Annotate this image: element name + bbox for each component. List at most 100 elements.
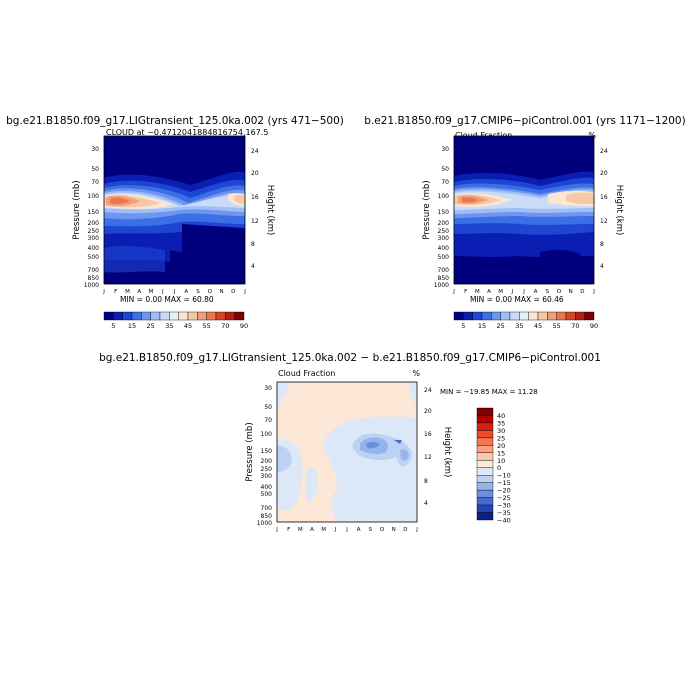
tick-label: J: [275, 527, 278, 533]
colorbar-label: −35: [497, 509, 511, 517]
tick-label: 16: [424, 431, 432, 438]
colorbar-label: 90: [240, 322, 248, 330]
tick-label: 850: [261, 513, 273, 520]
tick-label: J: [511, 289, 514, 295]
y-axis-right: 24 20 16 12 8 4 Height (km): [251, 148, 275, 270]
colorbar-label: −15: [497, 479, 511, 487]
colorbar-swatch: [476, 415, 494, 424]
tick-label: S: [369, 527, 373, 533]
tick-label: O: [208, 289, 213, 295]
colorbar-label: 15: [128, 322, 136, 330]
colorbar-label: 0: [497, 464, 501, 472]
colorbar-swatch: [103, 311, 114, 321]
colorbar-swatch: [476, 460, 494, 468]
tick-label: 50: [441, 166, 449, 173]
tick-label: M: [321, 527, 326, 533]
tick-label: N: [219, 289, 223, 295]
tick-label: 400: [438, 245, 450, 252]
tick-label: 850: [88, 275, 100, 282]
tick-label: 100: [438, 193, 450, 200]
tick-label: J: [452, 289, 455, 295]
y-axis-label: Pressure (mb): [72, 180, 82, 239]
colorbar-label: 30: [497, 427, 505, 435]
y-axis-label: Pressure (mb): [422, 180, 432, 239]
colorbar-swatch: [556, 311, 567, 321]
colorbar: 5 15 25 35 45 55 70 90: [103, 311, 248, 330]
tick-label: 8: [424, 478, 428, 485]
tick-label: 8: [600, 241, 604, 248]
colorbar-swatch: [150, 311, 161, 321]
colorbar-swatch: [476, 422, 494, 431]
colorbar-swatch: [537, 311, 548, 321]
tick-label: 4: [424, 500, 428, 507]
tick-label: 300: [261, 473, 273, 480]
panel-title: b.e21.B1850.f09_g17.CMIP6−piControl.001 …: [364, 115, 685, 127]
colorbar: 5 15 25 35 45 55 70 90: [453, 311, 598, 330]
tick-label: 24: [600, 148, 608, 155]
panel-subtitle: Cloud Fraction: [278, 369, 335, 378]
colorbar-label: 5: [111, 322, 115, 330]
colorbar-swatch: [519, 311, 529, 321]
colorbar-label: 15: [497, 449, 505, 457]
tick-label: D: [580, 289, 584, 295]
min-max-readout: MIN = −19.85 MAX = 11.28: [440, 388, 538, 396]
tick-label: 250: [261, 466, 273, 473]
colorbar-swatch: [528, 311, 539, 321]
tick-label: 30: [441, 146, 449, 153]
colorbar-swatch: [476, 407, 494, 416]
tick-label: 12: [251, 218, 259, 225]
panel-title: bg.e21.B1850.f09_g17.LIGtransient_125.0k…: [99, 352, 601, 364]
colorbar-swatch: [187, 311, 198, 321]
tick-label: A: [487, 289, 491, 295]
tick-label: M: [298, 527, 303, 533]
colorbar-label: 55: [203, 322, 211, 330]
tick-label: 100: [261, 431, 273, 438]
unit-mark: %: [588, 131, 596, 140]
colorbar-label: 70: [571, 322, 579, 330]
tick-label: 16: [600, 194, 608, 201]
min-max-readout: MIN = 0.00 MAX = 60.46: [470, 295, 564, 304]
tick-label: J: [345, 527, 348, 533]
tick-label: 200: [438, 220, 450, 227]
tick-label: N: [392, 527, 396, 533]
tick-label: M: [498, 289, 503, 295]
colorbar-swatch: [476, 445, 494, 454]
tick-label: F: [114, 289, 117, 295]
x-axis: J F M A M J J A S O N D J: [102, 289, 246, 295]
tick-label: 70: [264, 417, 272, 424]
cloud-field: [104, 136, 245, 284]
y-axis-label-right: Height (km): [265, 185, 275, 236]
colorbar-label: 40: [497, 412, 505, 420]
y-axis-left: 30 50 70 100 150 200 250 300 400 500 700…: [72, 146, 99, 289]
tick-label: 12: [424, 454, 432, 461]
colorbar-swatch: [575, 311, 585, 321]
tick-label: J: [243, 289, 246, 295]
tick-label: J: [522, 289, 525, 295]
unit-mark: %: [412, 369, 420, 378]
colorbar-swatch: [178, 311, 189, 321]
y-axis-label: Pressure (mb): [245, 422, 255, 481]
tick-label: 150: [261, 448, 273, 455]
tick-label: 24: [424, 387, 432, 394]
colorbar-swatch: [197, 311, 207, 321]
colorbar-swatch: [169, 311, 179, 321]
plot-frame: [453, 135, 595, 285]
colorbar-swatch: [476, 475, 494, 483]
tick-label: 300: [88, 235, 100, 242]
y-axis-right: 24 20 16 12 8 4 Height (km): [424, 387, 452, 507]
colorbar-label: −20: [497, 487, 511, 495]
colorbar-swatch: [234, 311, 245, 321]
colorbar-label: 25: [497, 322, 505, 330]
colorbar-swatch: [584, 311, 595, 321]
colorbar-label: 45: [534, 322, 542, 330]
colorbar-label: 35: [497, 419, 505, 427]
colorbar-label: −25: [497, 494, 511, 502]
tick-label: 1000: [434, 282, 449, 289]
tick-label: 250: [438, 228, 450, 235]
tick-label: 500: [261, 491, 273, 498]
tick-label: J: [161, 289, 164, 295]
tick-label: N: [569, 289, 573, 295]
tick-label: 700: [88, 267, 100, 274]
colorbar-swatch: [122, 311, 133, 321]
